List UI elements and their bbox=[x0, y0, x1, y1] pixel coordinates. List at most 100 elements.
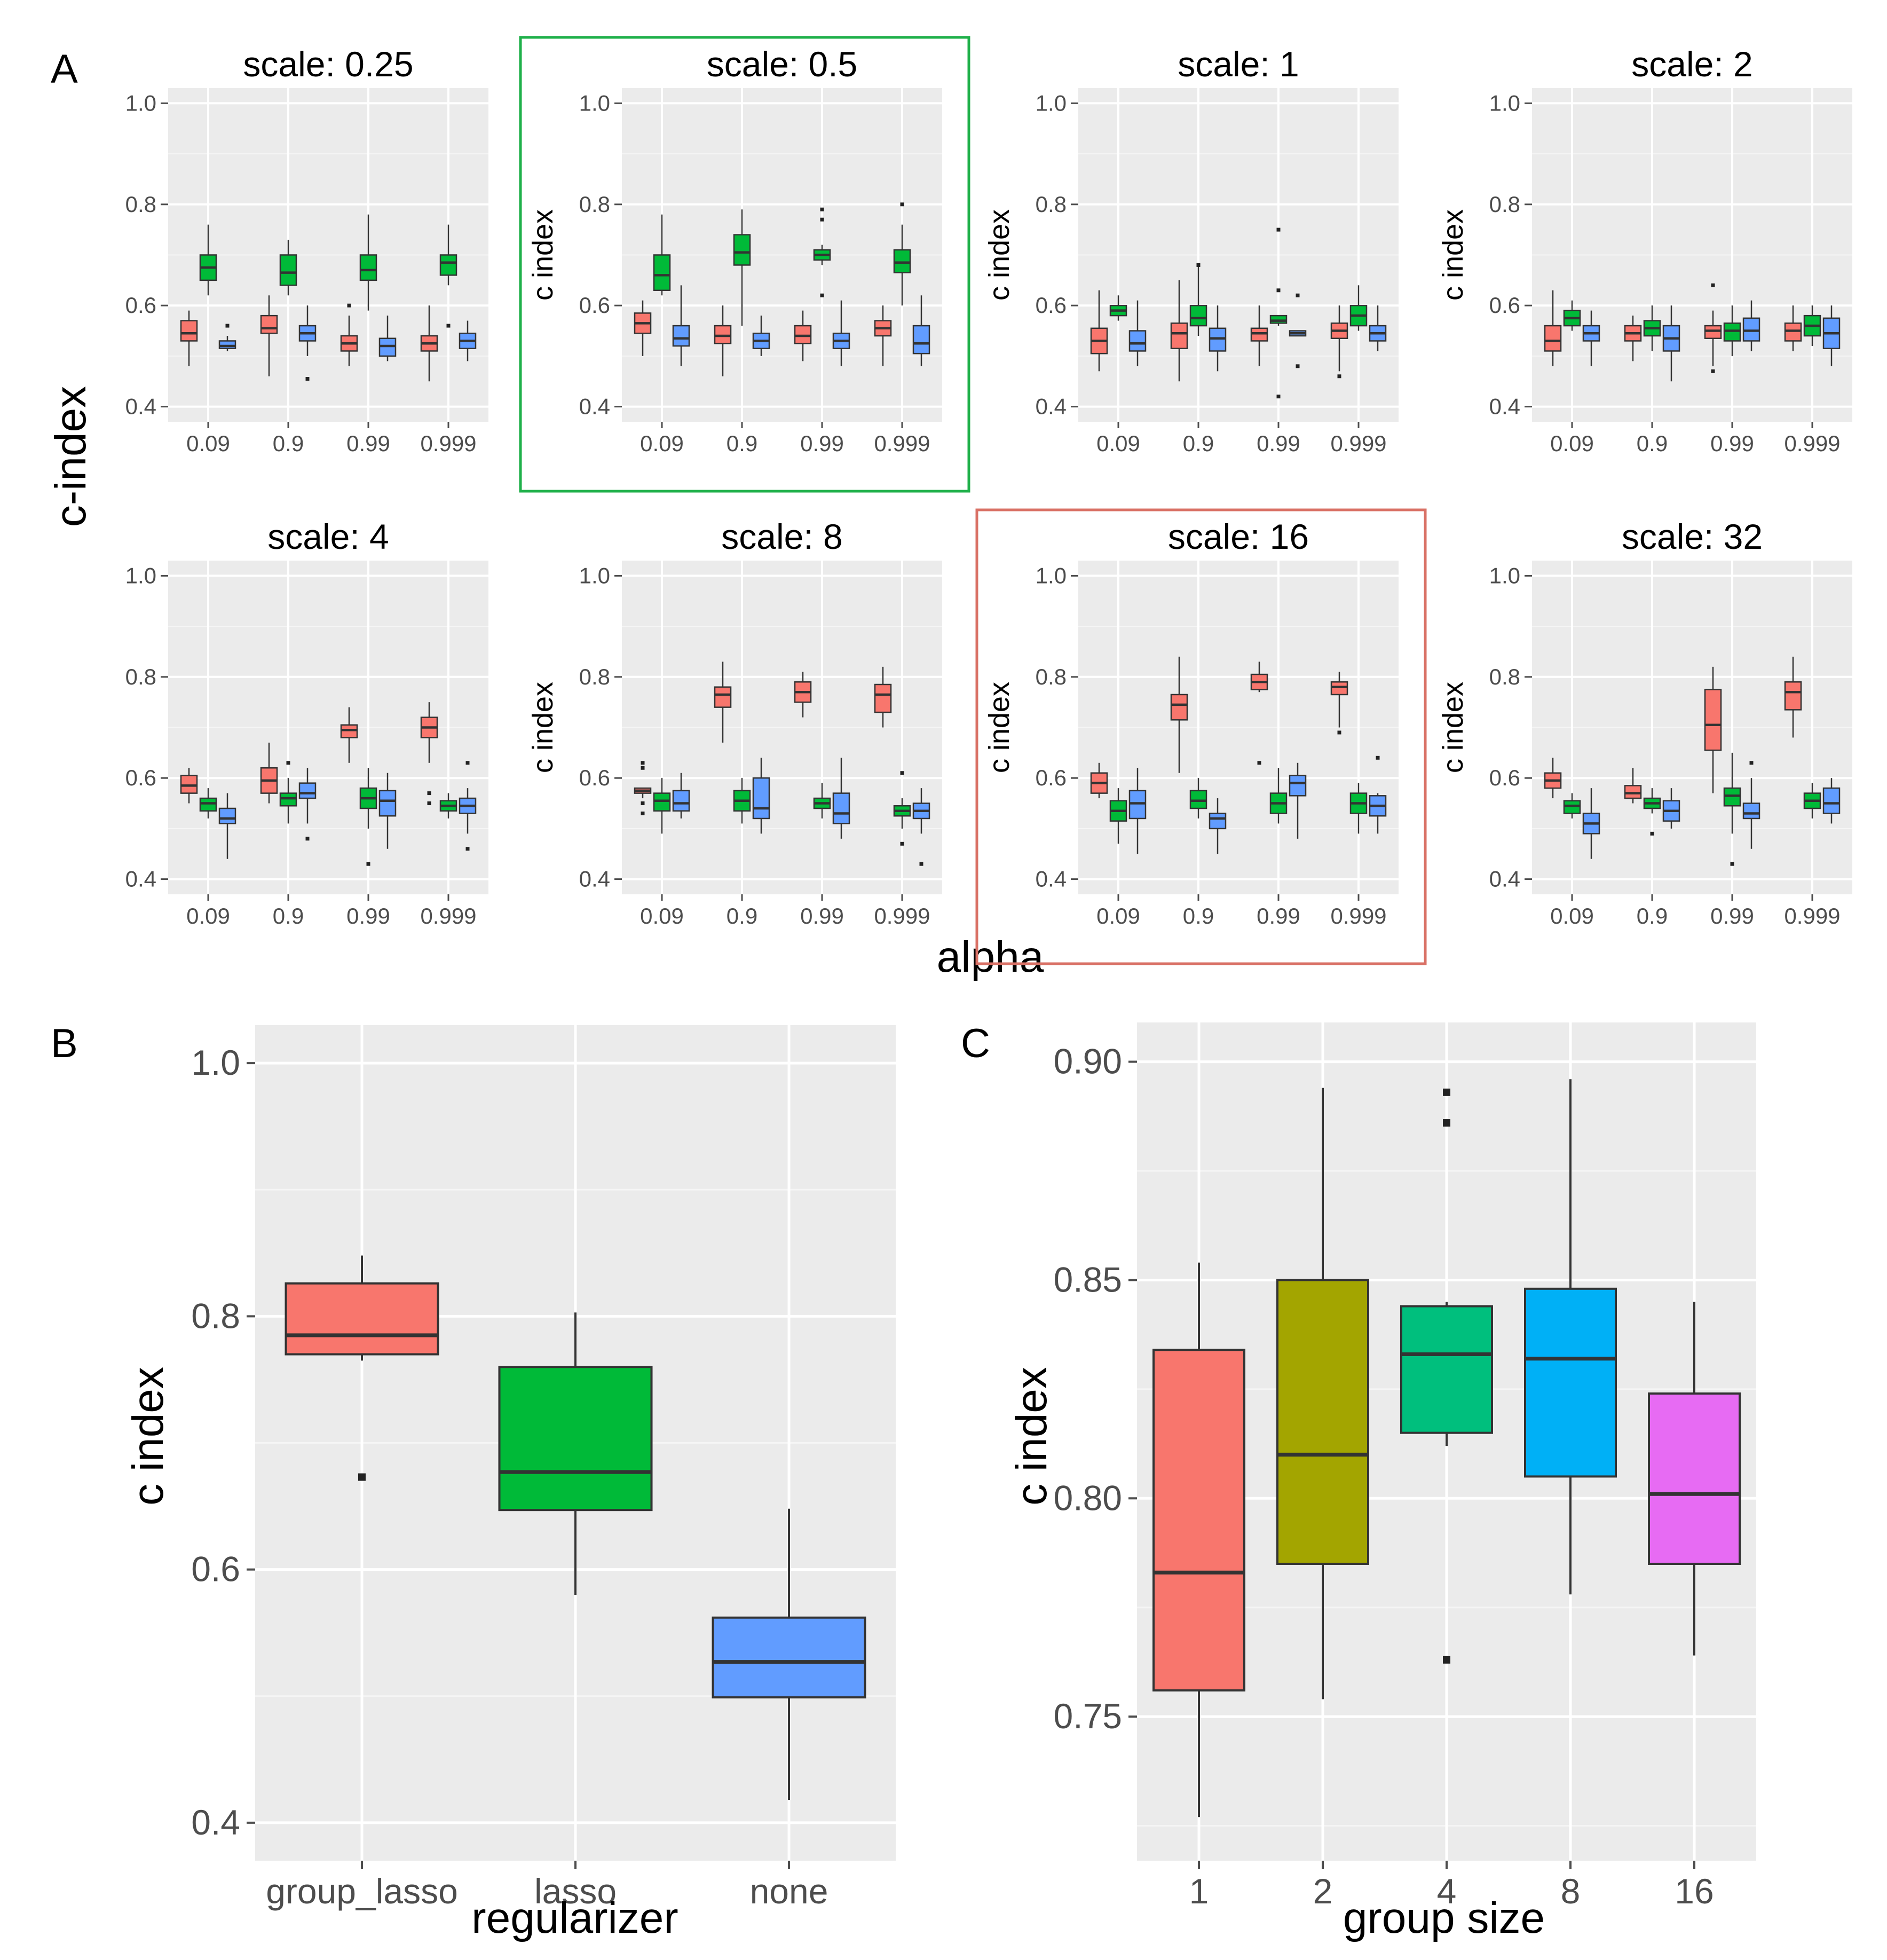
x-tick-label: 0.999 bbox=[1330, 903, 1386, 928]
x-tick-label: 0.99 bbox=[1710, 431, 1754, 456]
y-tick-label: 1.0 bbox=[579, 90, 610, 115]
y-tick-label: 0.4 bbox=[125, 394, 156, 419]
x-tick-label: 0.999 bbox=[874, 903, 930, 928]
box-lasso-outlier bbox=[1276, 288, 1281, 293]
box-lasso-outlier bbox=[446, 324, 451, 328]
box-none-outlier bbox=[1296, 293, 1300, 297]
box-group_lasso-outlier bbox=[641, 811, 645, 815]
x-tick-label: 0.9 bbox=[727, 431, 757, 456]
x-tick-label: 0.999 bbox=[1784, 431, 1840, 456]
box-none-box bbox=[1128, 330, 1147, 352]
y-tick-label: 0.8 bbox=[579, 664, 610, 689]
box-group_lasso-box bbox=[180, 775, 198, 794]
box-lasso-outlier bbox=[366, 862, 370, 866]
box-group_lasso-box bbox=[794, 325, 812, 344]
box-lasso-outlier bbox=[820, 293, 824, 297]
x-tick-label: 2 bbox=[1313, 1871, 1333, 1911]
y-tick-label: 0.80 bbox=[1054, 1478, 1122, 1517]
box-none-box bbox=[672, 325, 690, 347]
box-lasso-outlier bbox=[1196, 263, 1201, 267]
y-tick-label: 0.4 bbox=[579, 394, 610, 419]
y-tick-label: 0.6 bbox=[1489, 293, 1520, 318]
panel-label-a: A bbox=[51, 46, 78, 92]
box-group_lasso-box bbox=[1624, 785, 1642, 799]
x-tick-label: 0.9 bbox=[273, 903, 304, 928]
y-tick-label: 1.0 bbox=[191, 1043, 240, 1082]
y-tick-label: 0.6 bbox=[1489, 765, 1520, 790]
facet-highlight-frame bbox=[975, 508, 1427, 965]
y-tick-label: 0.8 bbox=[579, 192, 610, 217]
x-tick-label: 0.09 bbox=[1550, 431, 1594, 456]
box-lasso-outlier bbox=[1276, 227, 1281, 232]
x-tick-label: 4 bbox=[1437, 1871, 1457, 1911]
y-tick-label: 0.6 bbox=[579, 293, 610, 318]
y-tick-label: 0.8 bbox=[1489, 192, 1520, 217]
y-tick-label: 0.4 bbox=[1036, 394, 1067, 419]
y-tick-label: 0.4 bbox=[191, 1802, 240, 1842]
facet-title: scale: 1 bbox=[1178, 44, 1299, 84]
x-tick-label: 0.9 bbox=[1183, 903, 1214, 928]
x-tick-label: 0.09 bbox=[640, 903, 684, 928]
box-group-size-4-outlier bbox=[1443, 1088, 1450, 1096]
box-group_lasso-box bbox=[1544, 325, 1562, 352]
facet-title: scale: 32 bbox=[1622, 517, 1763, 556]
panel-b-ylabel: c index bbox=[124, 1367, 172, 1506]
box-group_lasso-box bbox=[260, 314, 278, 334]
x-tick-label: 0.09 bbox=[186, 903, 230, 928]
y-tick-label: 0.6 bbox=[125, 293, 156, 318]
y-tick-label: 0.85 bbox=[1054, 1260, 1122, 1299]
box-none-box bbox=[378, 790, 397, 817]
y-tick-label: 0.4 bbox=[1489, 867, 1520, 892]
y-tick-label: 0.4 bbox=[579, 867, 610, 892]
y-tick-label: 0.75 bbox=[1054, 1696, 1122, 1736]
facet-highlight-frame bbox=[519, 36, 970, 493]
box-group-size-4-box bbox=[1400, 1305, 1493, 1434]
x-tick-label: 0.09 bbox=[186, 431, 230, 456]
box-lasso-box bbox=[199, 797, 217, 812]
box-group_lasso-box bbox=[285, 1282, 439, 1356]
y-tick-label: 0.8 bbox=[1036, 192, 1067, 217]
box-none-box bbox=[218, 340, 236, 349]
x-tick-label: 0.99 bbox=[346, 903, 390, 928]
y-tick-label: 1.0 bbox=[1489, 563, 1520, 588]
x-tick-label: 0.09 bbox=[1550, 903, 1594, 928]
box-none-outlier bbox=[1296, 364, 1300, 368]
box-none-box bbox=[1822, 787, 1841, 814]
box-group-size-16-box bbox=[1648, 1392, 1741, 1565]
box-group_lasso-box bbox=[1784, 681, 1802, 711]
box-lasso-box bbox=[1189, 304, 1207, 327]
facet-ylabel: c index bbox=[527, 209, 559, 301]
x-tick-label: 0.99 bbox=[1710, 903, 1754, 928]
x-tick-label: 1 bbox=[1189, 1871, 1209, 1911]
facet-ylabel: c index bbox=[527, 682, 559, 773]
panel-c-ylabel: c index bbox=[1007, 1367, 1056, 1506]
y-tick-label: 0.8 bbox=[125, 192, 156, 217]
x-tick-label: 0.09 bbox=[1096, 431, 1140, 456]
facet-ylabel: c index bbox=[983, 682, 1015, 773]
box-group_lasso-outlier bbox=[347, 303, 351, 308]
y-tick-label: 0.8 bbox=[1036, 664, 1067, 689]
panel-a-ylabel: c-index bbox=[46, 386, 95, 527]
y-tick-label: 0.8 bbox=[125, 664, 156, 689]
x-tick-label: 8 bbox=[1561, 1871, 1581, 1911]
box-none-outlier bbox=[1376, 755, 1380, 760]
box-group_lasso-box bbox=[714, 325, 732, 344]
box-group_lasso-box bbox=[874, 683, 892, 713]
x-tick-label: group_lasso bbox=[266, 1871, 458, 1911]
y-tick-label: 0.6 bbox=[125, 765, 156, 790]
box-none-box bbox=[1128, 790, 1147, 820]
y-tick-label: 0.8 bbox=[191, 1296, 240, 1335]
x-tick-label: lasso bbox=[534, 1871, 617, 1911]
x-tick-label: 0.9 bbox=[1183, 431, 1214, 456]
box-group_lasso-outlier bbox=[1337, 374, 1341, 379]
box-group-size-2-box bbox=[1276, 1279, 1369, 1565]
box-none-outlier bbox=[305, 837, 310, 841]
box-lasso-box bbox=[279, 254, 297, 286]
box-group_lasso-box bbox=[1250, 327, 1268, 342]
box-none-box bbox=[1742, 317, 1760, 342]
y-tick-label: 0.90 bbox=[1054, 1042, 1122, 1081]
facet-title: scale: 4 bbox=[267, 517, 389, 556]
box-lasso-box bbox=[1189, 790, 1207, 809]
box-group_lasso-outlier bbox=[1257, 761, 1261, 765]
